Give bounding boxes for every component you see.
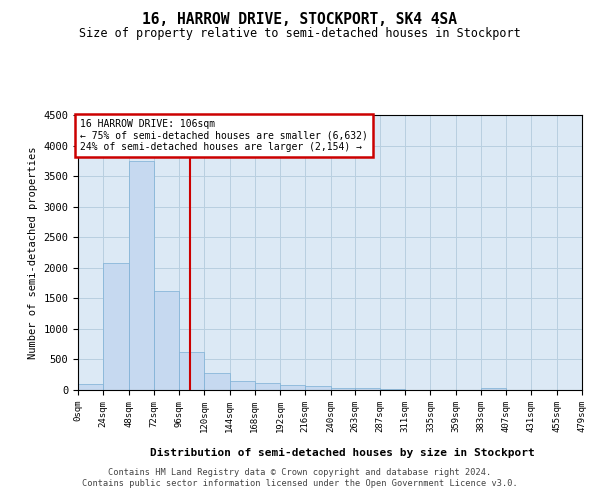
Bar	[355, 388, 380, 390]
Bar	[280, 385, 305, 390]
Bar	[331, 388, 355, 390]
Bar	[380, 389, 405, 390]
Text: 16, HARROW DRIVE, STOCKPORT, SK4 4SA: 16, HARROW DRIVE, STOCKPORT, SK4 4SA	[143, 12, 458, 28]
Bar	[154, 291, 179, 390]
Bar	[305, 386, 331, 390]
Text: Distribution of semi-detached houses by size in Stockport: Distribution of semi-detached houses by …	[149, 448, 535, 458]
Bar	[179, 352, 204, 390]
Y-axis label: Number of semi-detached properties: Number of semi-detached properties	[28, 146, 38, 359]
Bar	[255, 384, 280, 390]
Bar	[230, 382, 255, 390]
Bar	[204, 373, 230, 390]
Text: Contains HM Land Registry data © Crown copyright and database right 2024.
Contai: Contains HM Land Registry data © Crown c…	[82, 468, 518, 487]
Bar	[128, 161, 154, 390]
Bar	[78, 384, 103, 390]
Bar	[103, 263, 128, 390]
Bar	[481, 388, 506, 390]
Text: Size of property relative to semi-detached houses in Stockport: Size of property relative to semi-detach…	[79, 28, 521, 40]
Text: 16 HARROW DRIVE: 106sqm
← 75% of semi-detached houses are smaller (6,632)
24% of: 16 HARROW DRIVE: 106sqm ← 75% of semi-de…	[80, 120, 368, 152]
